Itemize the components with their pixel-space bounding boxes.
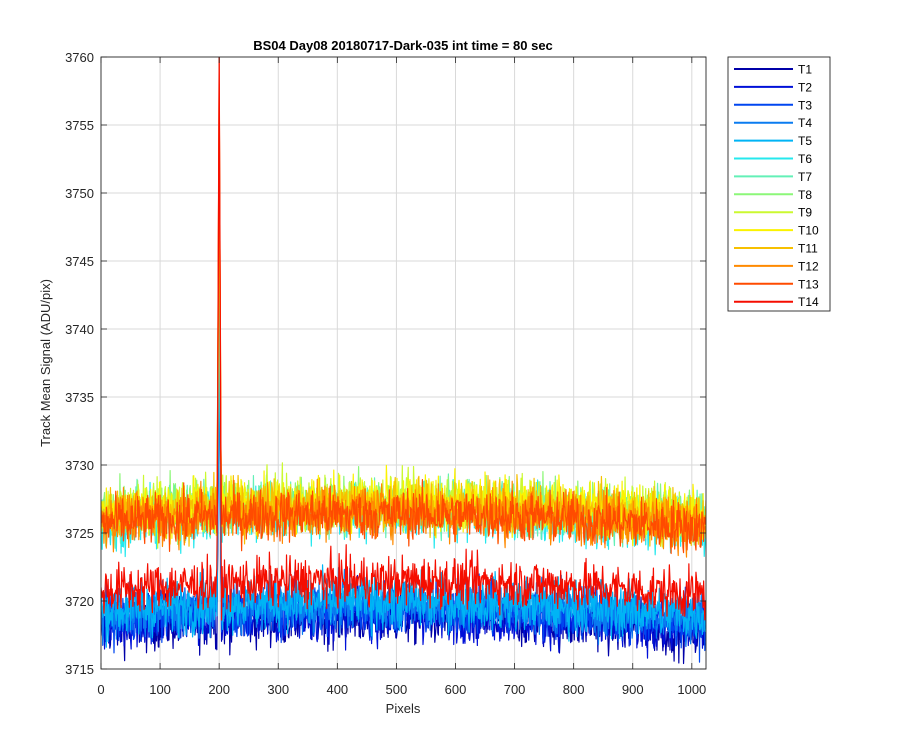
x-tick-label: 800 — [563, 682, 585, 697]
y-tick-label: 3720 — [65, 594, 94, 609]
y-tick-label: 3760 — [65, 50, 94, 65]
y-tick-label: 3735 — [65, 390, 94, 405]
legend-label-t2: T2 — [798, 80, 812, 94]
x-tick-label: 900 — [622, 682, 644, 697]
legend-box — [727, 56, 831, 312]
y-tick-label: 3745 — [65, 254, 94, 269]
x-tick-labels: 0 100 200 300 400 500 600 700 800 900 1000 — [97, 682, 706, 697]
x-tick-label: 500 — [386, 682, 408, 697]
legend: T1 T2 T3 T4 T5 T6 T7 T8 T9 T10 T11 T12 T13 T14 — [727, 56, 831, 312]
x-tick-label: 200 — [208, 682, 230, 697]
legend-label-t1: T1 — [798, 63, 812, 77]
series-lines — [101, 57, 706, 665]
y-tick-label: 3750 — [65, 186, 94, 201]
legend-label-t7: T7 — [798, 170, 812, 184]
legend-label-t12: T12 — [798, 259, 819, 273]
legend-label-t9: T9 — [798, 206, 812, 220]
legend-label-t8: T8 — [798, 188, 812, 202]
legend-label-t3: T3 — [798, 98, 812, 112]
legend-label-t6: T6 — [798, 152, 812, 166]
x-tick-label: 300 — [267, 682, 289, 697]
x-tick-label: 400 — [326, 682, 348, 697]
legend-label-t4: T4 — [798, 116, 812, 130]
legend-label-t11: T11 — [798, 242, 818, 256]
legend-label-t13: T13 — [798, 277, 819, 291]
chart-title: BS04 Day08 20180717-Dark-035 int time = … — [253, 38, 553, 53]
x-tick-label: 700 — [504, 682, 526, 697]
plot-frame — [100, 56, 707, 670]
legend-label-t5: T5 — [798, 134, 812, 148]
legend-label-t14: T14 — [798, 295, 819, 309]
x-tick-label: 600 — [445, 682, 467, 697]
y-tick-label: 3715 — [65, 662, 94, 677]
y-tick-label: 3740 — [65, 322, 94, 337]
y-tick-label: 3730 — [65, 458, 94, 473]
y-tick-label: 3755 — [65, 118, 94, 133]
y-tick-labels: 3715 3720 3725 3730 3735 3740 3745 3750 3755 3760 — [65, 50, 94, 677]
x-tick-label: 100 — [149, 682, 171, 697]
x-tick-label: 1000 — [677, 682, 706, 697]
x-tick-label: 0 — [97, 682, 104, 697]
legend-label-t10: T10 — [798, 224, 819, 238]
series-line-t13 — [101, 57, 706, 555]
y-tick-label: 3725 — [65, 526, 94, 541]
series-line-t14 — [101, 57, 706, 621]
x-axis-label: Pixels — [386, 701, 421, 716]
axis-ticks — [100, 56, 706, 670]
y-axis-label: Track Mean Signal (ADU/pix) — [38, 279, 53, 447]
